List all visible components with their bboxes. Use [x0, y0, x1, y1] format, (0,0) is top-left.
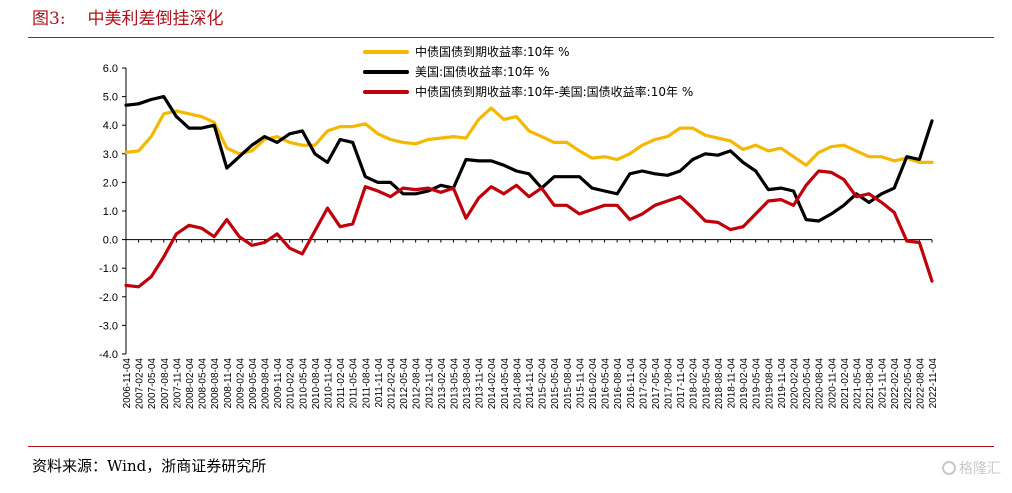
x-tick-label: 2021-05-04 — [852, 358, 863, 410]
series-line-2 — [124, 169, 934, 289]
x-tick-label: 2020-08-04 — [815, 358, 826, 410]
x-tick-label: 2014-02-04 — [487, 358, 498, 410]
x-tick-label: 2008-11-04 — [223, 358, 234, 409]
x-tick-label: 2007-02-04 — [135, 358, 146, 410]
legend-label-2: 中债国债到期收益率:10年-美国:国债收益率:10年 % — [415, 84, 693, 99]
watermark: 格隆汇 — [942, 458, 1001, 478]
top-rule — [28, 37, 994, 38]
x-tick-label: 2020-02-04 — [789, 358, 800, 410]
x-tick-label: 2015-11-04 — [575, 358, 586, 409]
y-tick-label: -3.0 — [99, 320, 118, 332]
x-tick-label: 2019-08-04 — [764, 358, 775, 410]
legend-label-1: 美国:国债收益率:10年 % — [415, 64, 550, 79]
x-tick-label: 2010-08-04 — [311, 358, 322, 410]
legend-label-0: 中债国债到期收益率:10年 % — [415, 44, 570, 59]
y-tick-label: 6.0 — [103, 63, 118, 75]
x-tick-label: 2018-02-04 — [689, 358, 700, 410]
x-tick-label: 2010-11-04 — [324, 358, 335, 409]
x-tick-label: 2008-02-04 — [185, 358, 196, 410]
x-tick-label: 2019-05-04 — [752, 358, 763, 410]
figure-title-text: 中美利差倒挂深化 — [87, 9, 224, 29]
x-tick-label: 2013-11-04 — [475, 358, 486, 409]
y-tick-label: 3.0 — [103, 149, 118, 161]
x-tick-label: 2009-08-04 — [261, 358, 272, 410]
bottom-rule — [28, 446, 994, 447]
x-tick-label: 2007-05-04 — [147, 358, 158, 410]
x-tick-label: 2017-11-04 — [676, 358, 687, 409]
y-tick-label: 2.0 — [103, 177, 118, 189]
x-tick-label: 2009-05-04 — [248, 358, 259, 410]
x-tick-label: 2021-02-04 — [840, 358, 851, 410]
x-tick-label: 2013-05-04 — [449, 358, 460, 410]
x-tick-label: 2022-11-04 — [928, 358, 939, 409]
x-tick-label: 2014-11-04 — [525, 358, 536, 409]
x-tick-label: 2012-05-04 — [399, 358, 410, 410]
series-line-0 — [124, 106, 934, 167]
x-axis: 2006-11-04 2007-02-04 2007-05-04 2007-08-04… — [122, 239, 939, 410]
x-tick-label: 2016-05-04 — [601, 358, 612, 410]
x-tick-label: 2010-05-04 — [298, 358, 309, 410]
x-tick-label: 2008-05-04 — [198, 358, 209, 410]
x-tick-label: 2011-08-04 — [361, 358, 372, 409]
x-tick-label: 2019-11-04 — [777, 358, 788, 409]
x-tick-label: 2010-02-04 — [286, 358, 297, 410]
x-tick-label: 2017-08-04 — [664, 358, 675, 410]
y-tick-label: 1.0 — [103, 206, 118, 218]
x-tick-label: 2021-08-04 — [865, 358, 876, 410]
y-tick-label: -1.0 — [99, 263, 118, 275]
x-tick-label: 2020-05-04 — [802, 358, 813, 410]
x-tick-label: 2018-08-04 — [714, 358, 725, 410]
x-tick-label: 2008-08-04 — [210, 358, 221, 410]
x-tick-label: 2012-08-04 — [412, 358, 423, 410]
y-tick-label: -2.0 — [99, 292, 118, 304]
x-tick-label: 2015-05-04 — [550, 358, 561, 410]
x-tick-label: 2015-08-04 — [563, 358, 574, 410]
x-tick-label: 2019-02-04 — [739, 358, 750, 410]
x-tick-label: 2009-11-04 — [273, 358, 284, 409]
y-tick-label: 5.0 — [103, 92, 118, 104]
x-tick-label: 2006-11-04 — [122, 358, 133, 409]
x-tick-label: 2016-11-04 — [626, 358, 637, 409]
x-tick-label: 2011-05-04 — [349, 358, 360, 409]
figure-title: 图3: 中美利差倒挂深化 — [32, 4, 224, 29]
x-tick-label: 2018-11-04 — [727, 358, 738, 409]
x-tick-label: 2011-11-04 — [374, 358, 385, 408]
x-tick-label: 2014-05-04 — [500, 358, 511, 410]
x-tick-label: 2015-02-04 — [538, 358, 549, 410]
x-tick-label: 2007-08-04 — [160, 358, 171, 410]
x-tick-label: 2022-02-04 — [890, 358, 901, 410]
x-tick-label: 2009-02-04 — [235, 358, 246, 410]
x-tick-label: 2007-11-04 — [172, 358, 183, 409]
x-tick-label: 2021-11-04 — [878, 358, 889, 409]
x-tick-label: 2016-08-04 — [613, 358, 624, 410]
figure-number: 图3: — [32, 9, 66, 29]
x-tick-label: 2022-08-04 — [915, 358, 926, 410]
y-tick-label: 0.0 — [103, 235, 118, 247]
x-tick-label: 2011-02-04 — [336, 358, 347, 409]
x-tick-label: 2016-02-04 — [588, 358, 599, 410]
x-tick-label: 2022-05-04 — [903, 358, 914, 410]
x-tick-label: 2017-02-04 — [638, 358, 649, 410]
y-tick-label: 4.0 — [103, 120, 118, 132]
source-note: 资料来源：Wind，浙商证券研究所 — [32, 457, 267, 475]
x-tick-label: 2018-05-04 — [701, 358, 712, 410]
watermark-text: 格隆汇 — [959, 461, 1001, 477]
x-tick-label: 2013-08-04 — [462, 358, 473, 410]
watermark-logo-icon — [942, 461, 956, 475]
y-axis: 6.0 5.0 4.0 3.0 2.0 1.0 0.0 -1.0 -2.0 -3.0 -4.0 — [99, 63, 127, 361]
x-tick-label: 2014-08-04 — [512, 358, 523, 410]
plot-area — [124, 94, 934, 289]
chart-legend: 中债国债到期收益率:10年 % 美国:国债收益率:10年 % 中债国债到期收益率:1… — [363, 44, 693, 99]
x-tick-label: 2013-02-04 — [437, 358, 448, 410]
y-tick-label: -4.0 — [99, 349, 118, 361]
x-tick-label: 2020-11-04 — [827, 358, 838, 409]
x-tick-label: 2012-02-04 — [386, 358, 397, 410]
x-tick-label: 2012-11-04 — [424, 358, 435, 409]
x-tick-label: 2017-05-04 — [651, 358, 662, 410]
